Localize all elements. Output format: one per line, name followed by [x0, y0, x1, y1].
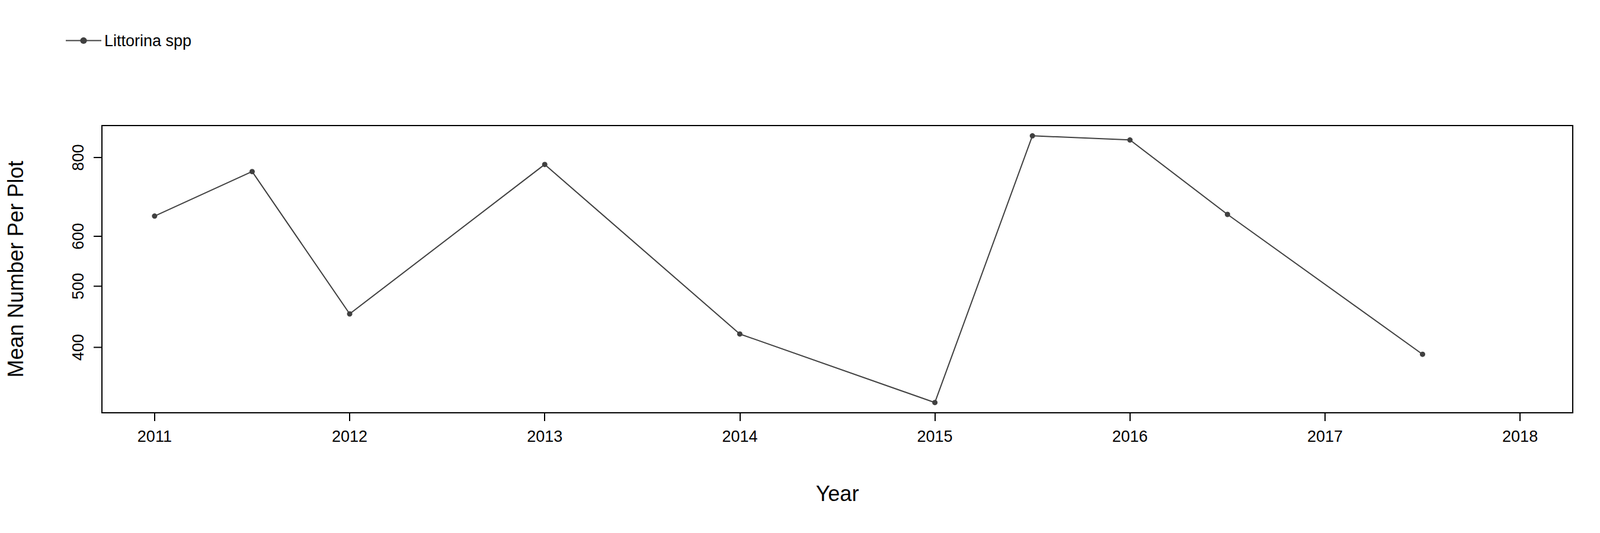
svg-text:2016: 2016: [1112, 427, 1148, 446]
svg-text:2014: 2014: [721, 427, 758, 446]
svg-text:2017: 2017: [1307, 427, 1343, 446]
svg-text:400: 400: [69, 334, 88, 361]
svg-text:2015: 2015: [917, 427, 953, 446]
svg-text:2018: 2018: [1502, 427, 1538, 446]
svg-text:600: 600: [69, 222, 88, 250]
svg-text:2013: 2013: [526, 427, 563, 446]
svg-text:2011: 2011: [137, 427, 172, 446]
svg-text:Year: Year: [816, 481, 860, 507]
svg-text:Littorina spp: Littorina spp: [104, 32, 192, 50]
svg-text:800: 800: [69, 144, 88, 171]
svg-text:2012: 2012: [331, 427, 368, 446]
svg-text:Mean Number Per Plot: Mean Number Per Plot: [3, 160, 28, 378]
svg-text:500: 500: [69, 273, 88, 300]
